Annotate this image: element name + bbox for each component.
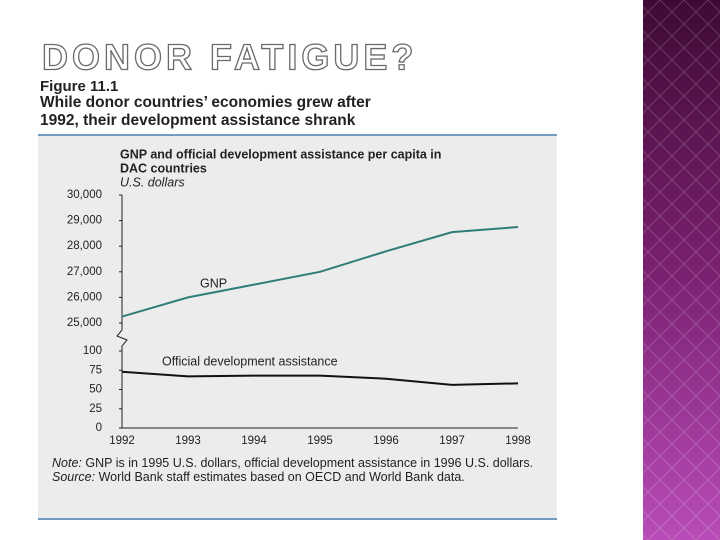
y2-tick-label: 100: [83, 345, 102, 357]
series-line: [121, 370, 519, 386]
chart-panel: [38, 135, 557, 520]
y-tick-label: 29,000: [67, 215, 102, 227]
y-axis-label: U.S. dollars: [120, 175, 185, 189]
series-label: Official development assistance: [162, 354, 338, 368]
x-tick-label: 1998: [505, 435, 531, 447]
chart-title: GNP and official development assistance …: [120, 147, 441, 161]
y-tick-label: 25,000: [67, 317, 102, 329]
note: Note: GNP is in 1995 U.S. dollars, offic…: [52, 456, 542, 470]
x-tick-label: 1993: [175, 435, 201, 447]
y2-tick-label: 0: [96, 422, 102, 434]
note-label: Note:: [52, 456, 82, 470]
chart-title: DAC countries: [120, 161, 207, 175]
caption: 1992, their development assistance shran…: [40, 112, 356, 129]
slide-title: DONOR FATIGUE?: [42, 37, 417, 78]
y2-tick-label: 50: [89, 384, 102, 396]
series-label: GNP: [200, 276, 227, 290]
axis-break: [116, 329, 128, 428]
y-tick-label: 28,000: [67, 240, 102, 252]
y-tick-label: 26,000: [67, 291, 102, 303]
notes: Note: GNP is in 1995 U.S. dollars, offic…: [52, 456, 542, 484]
y-tick-label: 30,000: [67, 189, 102, 201]
figure-label: Figure 11.1: [40, 78, 118, 95]
side-pattern: [643, 0, 720, 540]
note-label: Source:: [52, 470, 96, 484]
y2-tick-label: 75: [89, 364, 102, 376]
note-text: World Bank staff estimates based on OECD…: [98, 470, 465, 484]
x-tick-label: 1995: [307, 435, 333, 447]
caption: While donor countries’ economies grew af…: [40, 94, 371, 111]
x-tick-label: 1996: [373, 435, 399, 447]
x-tick-label: 1994: [241, 435, 267, 447]
note: Source: World Bank staff estimates based…: [52, 470, 542, 484]
y-tick-label: 27,000: [67, 266, 102, 278]
note-text: GNP is in 1995 U.S. dollars, official de…: [85, 456, 534, 470]
x-tick-label: 1992: [109, 435, 135, 447]
series-line: [121, 226, 519, 318]
y2-tick-label: 25: [89, 403, 102, 415]
x-tick-label: 1997: [439, 435, 465, 447]
